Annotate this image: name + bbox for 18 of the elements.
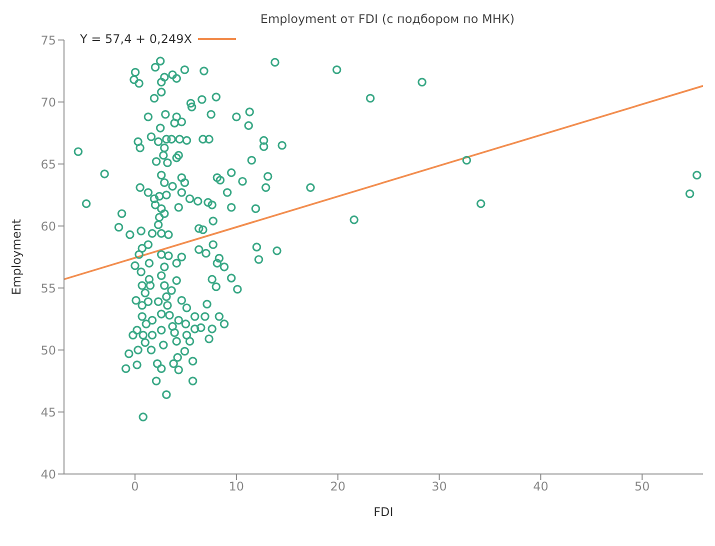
x-tick-label: 40 [533, 480, 548, 494]
x-axis-title: FDI [374, 505, 394, 519]
y-tick-label: 50 [40, 343, 56, 358]
x-tick-label: 0 [131, 480, 139, 494]
y-tick-label: 55 [40, 281, 56, 296]
y-tick-label: 40 [40, 467, 56, 482]
x-tick-label: 10 [228, 480, 244, 494]
y-axis-title: Employment [9, 218, 24, 296]
x-tick-label: 50 [634, 480, 650, 494]
x-tick-label: 20 [330, 480, 346, 494]
y-tick-label: 60 [40, 219, 56, 234]
chart-title: Employment от FDI (с подбором по МНК) [259, 11, 516, 28]
legend-label: Y = 57,4 + 0,249X [80, 32, 192, 46]
x-tick-label: 30 [432, 480, 447, 494]
y-tick-label: 45 [40, 405, 56, 420]
y-tick-label: 70 [40, 95, 56, 110]
y-tick-label: 65 [40, 157, 56, 172]
y-tick-label: 75 [40, 33, 56, 48]
